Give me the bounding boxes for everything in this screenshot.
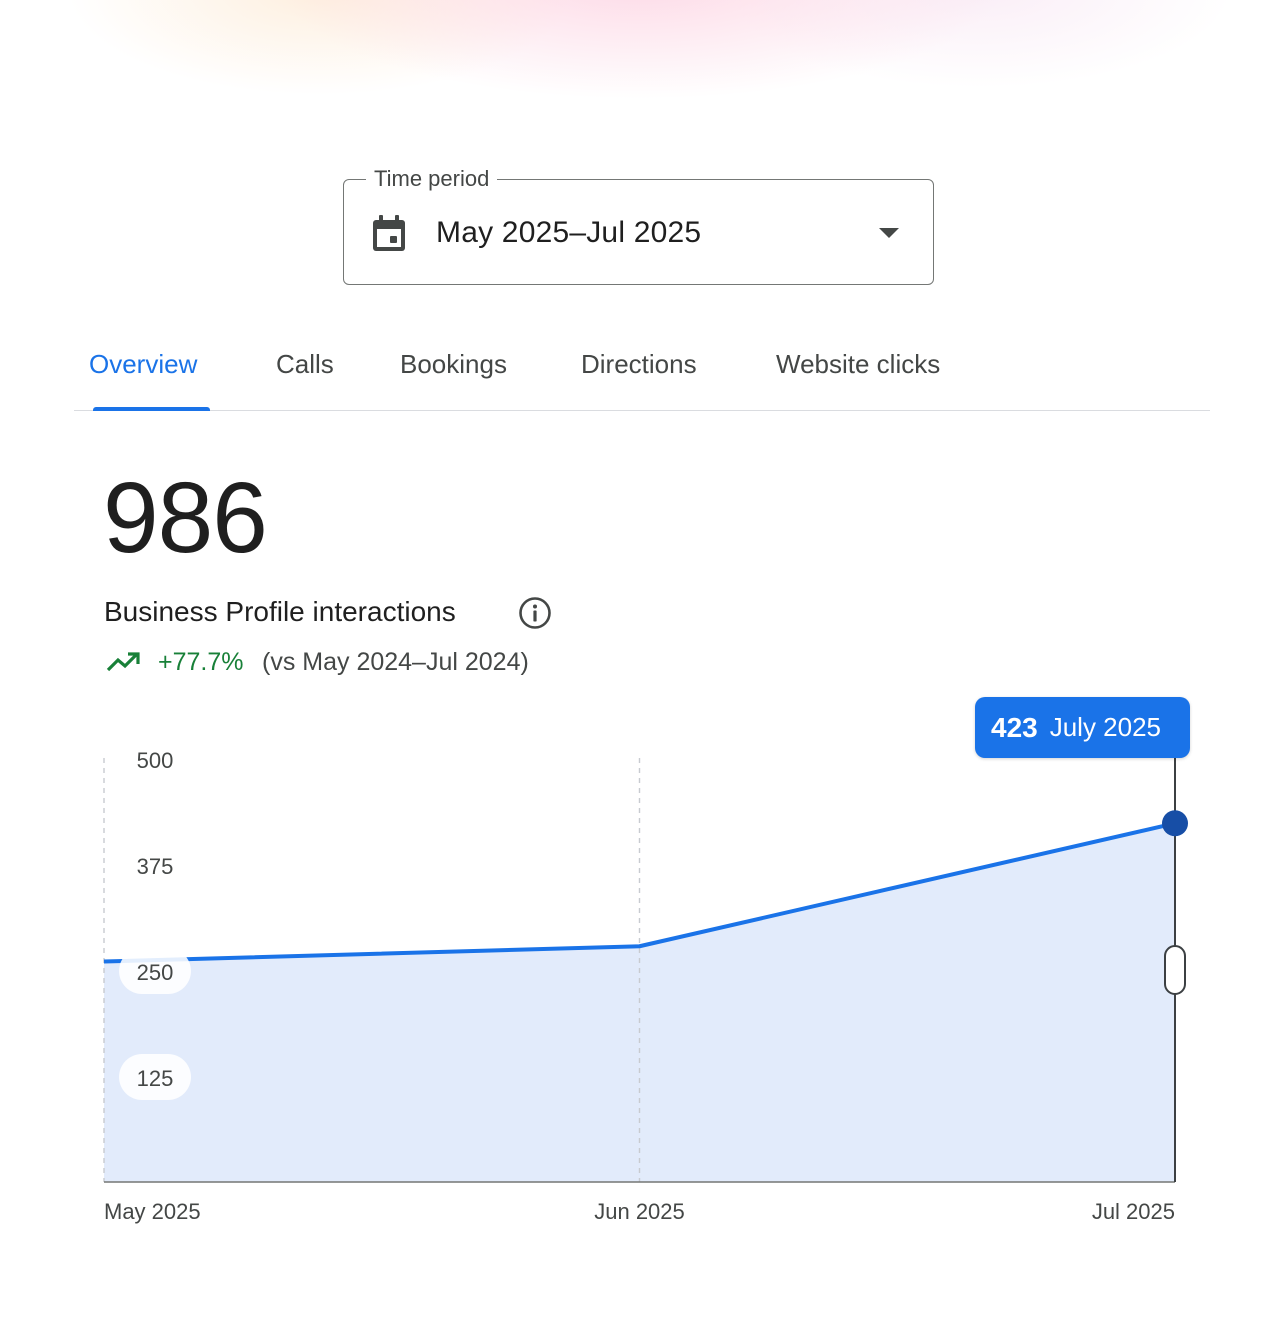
cursor-drag-handle[interactable] xyxy=(1164,945,1186,995)
metric-label: Business Profile interactions xyxy=(104,596,456,627)
y-tick-label-bg xyxy=(119,1054,191,1100)
tab-calls[interactable]: Calls xyxy=(276,349,334,379)
tab-website-clicks[interactable]: Website clicks xyxy=(776,349,941,379)
y-tick-label: 250 xyxy=(137,960,174,985)
chart-tooltip: 423 July 2025 xyxy=(975,697,1190,758)
info-icon[interactable] xyxy=(518,596,552,630)
y-tick-label: 125 xyxy=(137,1066,174,1091)
tooltip-value: 423 xyxy=(991,711,1038,743)
series-line xyxy=(103,821,1176,964)
tab-bookings[interactable]: Bookings xyxy=(400,349,507,379)
total-interactions: 986 xyxy=(103,462,268,574)
tooltip-month: July 2025 xyxy=(1049,712,1162,742)
trending-up-icon xyxy=(106,652,140,672)
x-tick-label: May 2025 xyxy=(104,1199,201,1224)
metric-tabs: Overview Calls Bookings Directions Websi… xyxy=(74,330,1210,411)
time-period-value: May 2025–Jul 2025 xyxy=(436,216,702,249)
active-tab-indicator xyxy=(93,407,210,411)
time-period-label: Time period xyxy=(366,166,498,192)
time-period-select[interactable]: Time period May 2025–Jul 2025 xyxy=(343,166,934,285)
y-tick-label: 375 xyxy=(137,854,174,879)
y-tick-label: 500 xyxy=(137,748,174,773)
x-tick-label: Jul 2025 xyxy=(1092,1199,1175,1224)
change-percent: +77.7% xyxy=(158,648,244,676)
x-tick-label: Jun 2025 xyxy=(594,1199,685,1224)
calendar-icon xyxy=(373,215,405,251)
highlighted-point xyxy=(1162,810,1188,837)
y-tick-label-bg xyxy=(119,948,191,994)
comparison-period: (vs May 2024–Jul 2024) xyxy=(262,648,529,676)
tab-directions[interactable]: Directions xyxy=(581,349,697,379)
dropdown-arrow-icon xyxy=(879,228,899,238)
tab-overview[interactable]: Overview xyxy=(89,349,198,379)
